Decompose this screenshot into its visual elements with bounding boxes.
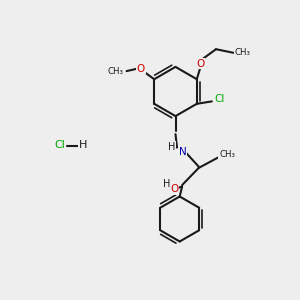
Text: O: O xyxy=(196,58,205,69)
Text: N: N xyxy=(178,147,186,157)
Text: CH₃: CH₃ xyxy=(219,150,235,159)
Text: Cl: Cl xyxy=(215,94,225,104)
Text: H: H xyxy=(164,178,171,189)
Text: O: O xyxy=(170,184,179,194)
Text: Cl: Cl xyxy=(55,140,65,151)
Text: O: O xyxy=(136,64,145,74)
Text: CH₃: CH₃ xyxy=(234,48,250,57)
Text: H: H xyxy=(168,142,175,152)
Text: H: H xyxy=(79,140,88,151)
Text: CH₃: CH₃ xyxy=(107,67,124,76)
